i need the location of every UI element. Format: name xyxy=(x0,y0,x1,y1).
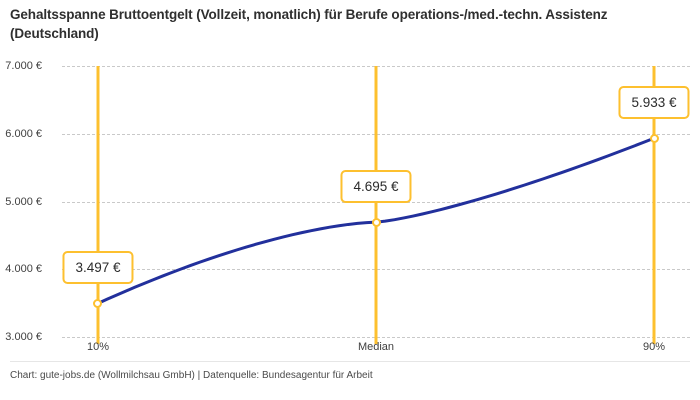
data-point-marker[interactable] xyxy=(649,133,659,143)
value-callout: 4.695 € xyxy=(340,170,412,204)
x-axis-tick-label: 10% xyxy=(86,341,109,353)
percentile-whisker-line xyxy=(652,66,656,344)
y-axis-tick-label: 3.000 € xyxy=(5,331,42,343)
x-axis-tick-label: 90% xyxy=(643,341,666,353)
percentile-whisker-line xyxy=(96,66,100,344)
footer-credit: Chart: gute-jobs.de (Wollmilchsau GmbH) … xyxy=(10,370,373,381)
y-axis-tick-label: 4.000 € xyxy=(5,263,42,276)
y-axis-tick-label: 6.000 € xyxy=(5,127,42,140)
value-callout: 3.497 € xyxy=(62,251,134,285)
data-point-marker[interactable] xyxy=(93,298,103,308)
y-axis-tick-label: 5.000 € xyxy=(5,195,42,208)
percentile-whisker-line xyxy=(374,66,378,344)
chart-title: Gehaltsspanne Bruttoentgelt (Vollzeit, m… xyxy=(10,7,608,41)
y-axis-tick-label: 7.000 € xyxy=(5,60,42,72)
value-callout: 5.933 € xyxy=(618,86,690,120)
x-axis-tick-label: Median xyxy=(357,341,395,353)
plot-area: 7.000 € 6.000 € 5.000 € 4.000 € 3.000 € 3.49… xyxy=(5,60,690,344)
footer-divider xyxy=(10,361,690,362)
data-point-marker[interactable] xyxy=(371,217,381,227)
